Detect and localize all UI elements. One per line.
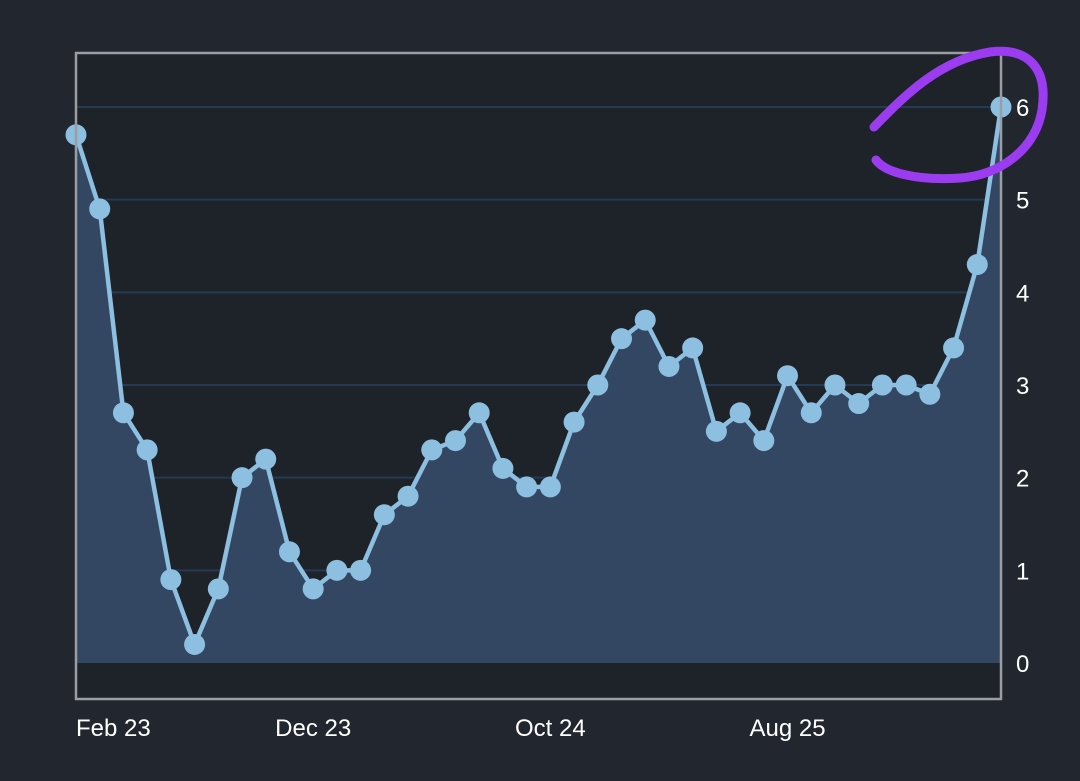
data-point	[112, 402, 134, 424]
data-point	[326, 559, 348, 581]
annotation-circle	[869, 46, 1048, 184]
x-axis-ticks: Feb 23 Dec 23 Oct 24 Aug 25	[76, 715, 826, 742]
data-point	[729, 402, 751, 424]
data-point	[89, 198, 111, 220]
y-tick-label: 4	[1016, 280, 1029, 307]
data-point	[255, 448, 277, 470]
data-point	[563, 411, 585, 433]
data-point	[634, 309, 656, 331]
data-point	[824, 374, 846, 396]
x-tick-label: Feb 23	[76, 715, 151, 742]
data-point	[302, 578, 324, 600]
data-point	[777, 365, 799, 387]
data-point	[753, 430, 775, 452]
plot-frame	[74, 51, 1003, 701]
x-tick-label: Aug 25	[749, 715, 825, 742]
data-point	[539, 476, 561, 498]
data-point	[350, 559, 372, 581]
data-point	[516, 476, 538, 498]
data-point	[421, 439, 443, 461]
data-point	[705, 420, 727, 442]
y-axis-ticks: 0 1 2 3 4 5 6	[1016, 95, 1029, 678]
series-line	[73, 104, 1004, 647]
data-point	[444, 430, 466, 452]
y-tick-label: 6	[1016, 95, 1029, 122]
data-point	[468, 402, 490, 424]
series-area-fill	[76, 107, 1001, 663]
data-point	[492, 457, 514, 479]
data-point	[184, 633, 206, 655]
y-tick-label: 5	[1016, 188, 1029, 215]
data-point	[848, 393, 870, 415]
y-tick-label: 3	[1016, 373, 1029, 400]
data-point	[895, 374, 917, 396]
data-point	[231, 467, 253, 489]
data-point	[160, 569, 182, 591]
data-point	[373, 504, 395, 526]
data-point	[397, 485, 419, 507]
data-point	[966, 254, 988, 276]
y-tick-label: 2	[1016, 466, 1029, 493]
data-point	[682, 337, 704, 359]
data-point	[587, 374, 609, 396]
y-tick-label: 0	[1016, 651, 1029, 678]
data-point	[800, 402, 822, 424]
x-tick-label: Dec 23	[275, 715, 351, 742]
data-point	[278, 541, 300, 563]
data-point	[871, 374, 893, 396]
data-point	[658, 355, 680, 377]
data-point	[136, 439, 158, 461]
data-point	[919, 383, 941, 405]
data-point	[207, 578, 229, 600]
x-tick-label: Oct 24	[515, 715, 586, 742]
y-tick-label: 1	[1016, 558, 1029, 585]
series-points	[65, 96, 1012, 655]
data-point	[943, 337, 965, 359]
data-point	[611, 328, 633, 350]
